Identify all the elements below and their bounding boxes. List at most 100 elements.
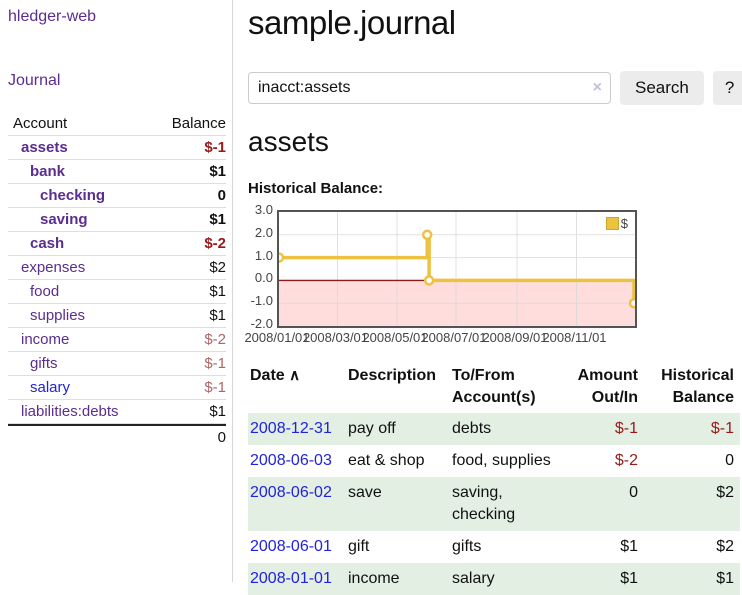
txn-amount: $1: [572, 563, 644, 595]
txn-amount: 0: [572, 477, 644, 531]
register-table: Date ∧ Description To/From Account(s) Am…: [248, 363, 740, 595]
txn-description: gift: [348, 538, 370, 555]
help-button[interactable]: ?: [712, 71, 742, 105]
search-button[interactable]: Search: [620, 71, 704, 105]
account-heading: assets: [248, 126, 329, 157]
account-balance: $2: [209, 259, 226, 276]
col-amount-outin: Amount Out/In: [577, 367, 638, 406]
historical-balance-chart: 3.0 2.0 1.0 0.0 -1.0 -2.0: [244, 202, 742, 346]
search-input[interactable]: [248, 72, 611, 104]
y-tick: -2.0: [250, 316, 273, 331]
account-link-saving[interactable]: saving: [40, 211, 88, 228]
account-balance: $-2: [204, 235, 226, 252]
register-row: 2008-01-01 income salary $1 $1: [248, 563, 740, 595]
main-content: sample.journal × Search ? assets Histori…: [244, 0, 742, 595]
account-balance: $1: [209, 403, 226, 420]
chart-title: Historical Balance:: [248, 180, 384, 197]
account-row-food: food $1: [8, 280, 226, 304]
x-tick: 2008/03/01: [302, 330, 369, 345]
txn-accounts: saving, checking: [450, 477, 572, 531]
plot-area: $: [277, 210, 637, 328]
txn-balance: $2: [644, 477, 740, 531]
x-tick: 2008/01/01: [244, 330, 310, 345]
account-row-income: income $-2: [8, 328, 226, 352]
account-row-supplies: supplies $1: [8, 304, 226, 328]
txn-description: save: [346, 477, 450, 531]
account-link-salary[interactable]: salary: [30, 379, 71, 396]
x-tick: 2008/11/01: [542, 330, 607, 345]
accounts-table: Account Balance assets $-1 bank $1 check…: [8, 112, 226, 448]
account-row-expenses: expenses $2: [8, 256, 226, 280]
col-tofrom-accounts: To/From Account(s): [452, 367, 536, 406]
account-link-cash[interactable]: cash: [30, 235, 65, 252]
account-row-assets: assets $-1: [8, 136, 226, 160]
sidebar-item-journal[interactable]: Journal: [8, 72, 61, 89]
account-balance: $-1: [204, 355, 226, 372]
register-row: 2008-06-03 eat & shop food, supplies $-2…: [248, 445, 740, 477]
x-tick: 2008/05/01: [362, 330, 428, 345]
account-balance: $1: [209, 307, 226, 324]
account-balance: $1: [209, 163, 226, 180]
txn-date-link[interactable]: 2008-12-31: [250, 420, 332, 437]
account-balance: $1: [209, 211, 226, 228]
txn-balance: $-1: [644, 413, 740, 445]
col-date[interactable]: Date ∧: [250, 367, 301, 384]
txn-date-link[interactable]: 2008-06-01: [250, 538, 332, 555]
sidebar: hledger-web Journal Account Balance asse…: [0, 0, 233, 582]
account-row-checking: checking 0: [8, 184, 226, 208]
account-link-liabilities-debts[interactable]: liabilities:debts: [21, 403, 119, 420]
txn-balance: $1: [644, 563, 740, 595]
account-link-expenses[interactable]: expenses: [21, 259, 86, 276]
txn-description: income: [346, 563, 450, 595]
search-form: × Search ?: [248, 71, 742, 105]
account-balance: $-2: [204, 331, 226, 348]
txn-accounts: food, supplies: [452, 452, 551, 469]
brand-link[interactable]: hledger-web: [8, 8, 97, 25]
account-link-assets[interactable]: assets: [21, 139, 68, 156]
account-link-supplies[interactable]: supplies: [30, 307, 86, 324]
account-balance: $-1: [204, 379, 226, 396]
accounts-col-balance: Balance: [171, 115, 226, 132]
page-title: sample.journal: [248, 4, 456, 41]
txn-accounts: debts: [450, 413, 572, 445]
y-tick: 1.0: [254, 247, 273, 263]
accounts-col-account: Account: [13, 115, 68, 132]
txn-balance: 0: [725, 452, 734, 469]
txn-accounts: gifts: [452, 538, 482, 555]
y-tick: 3.0: [254, 202, 273, 217]
account-link-gifts[interactable]: gifts: [30, 355, 58, 372]
txn-description: eat & shop: [348, 452, 425, 469]
account-row-saving: saving $1: [8, 208, 226, 232]
y-tick: 0.0: [254, 270, 273, 286]
data-point-markers: [279, 229, 635, 309]
chart-legend: $: [603, 215, 630, 232]
clear-search-icon[interactable]: ×: [592, 79, 602, 96]
legend-label: $: [620, 216, 628, 231]
chart-canvas: [279, 212, 635, 326]
accounts-total-value: 0: [217, 428, 226, 446]
register-header-row: Date ∧ Description To/From Account(s) Am…: [248, 363, 740, 413]
register-row: 2008-06-01 gift gifts $1 $2: [248, 531, 740, 563]
x-tick: 2008/07/01: [421, 330, 487, 345]
register-row: 2008-06-02 save saving, checking 0 $2: [248, 477, 740, 531]
account-row-cash: cash $-2: [8, 232, 226, 256]
col-historical-balance: Historical Balance: [661, 367, 734, 406]
account-balance: $1: [209, 283, 226, 300]
accounts-table-header: Account Balance: [8, 112, 226, 136]
account-link-checking[interactable]: checking: [40, 187, 106, 204]
sort-asc-icon: ∧: [289, 367, 301, 384]
txn-accounts: salary: [450, 563, 572, 595]
txn-date-link[interactable]: 2008-06-02: [250, 484, 332, 501]
txn-date-link[interactable]: 2008-01-01: [250, 570, 332, 587]
register-row: 2008-12-31 pay off debts $-1 $-1: [248, 413, 740, 445]
accounts-total-row: 0: [8, 424, 226, 448]
x-tick: 2008/09/01: [482, 330, 548, 345]
account-link-bank[interactable]: bank: [30, 163, 66, 180]
account-link-income[interactable]: income: [21, 331, 70, 348]
account-row-gifts: gifts $-1: [8, 352, 226, 376]
y-tick: -1.0: [250, 293, 273, 309]
account-link-food[interactable]: food: [30, 283, 60, 300]
account-balance: $-1: [204, 139, 226, 156]
txn-description: pay off: [346, 413, 450, 445]
txn-date-link[interactable]: 2008-06-03: [250, 452, 332, 469]
